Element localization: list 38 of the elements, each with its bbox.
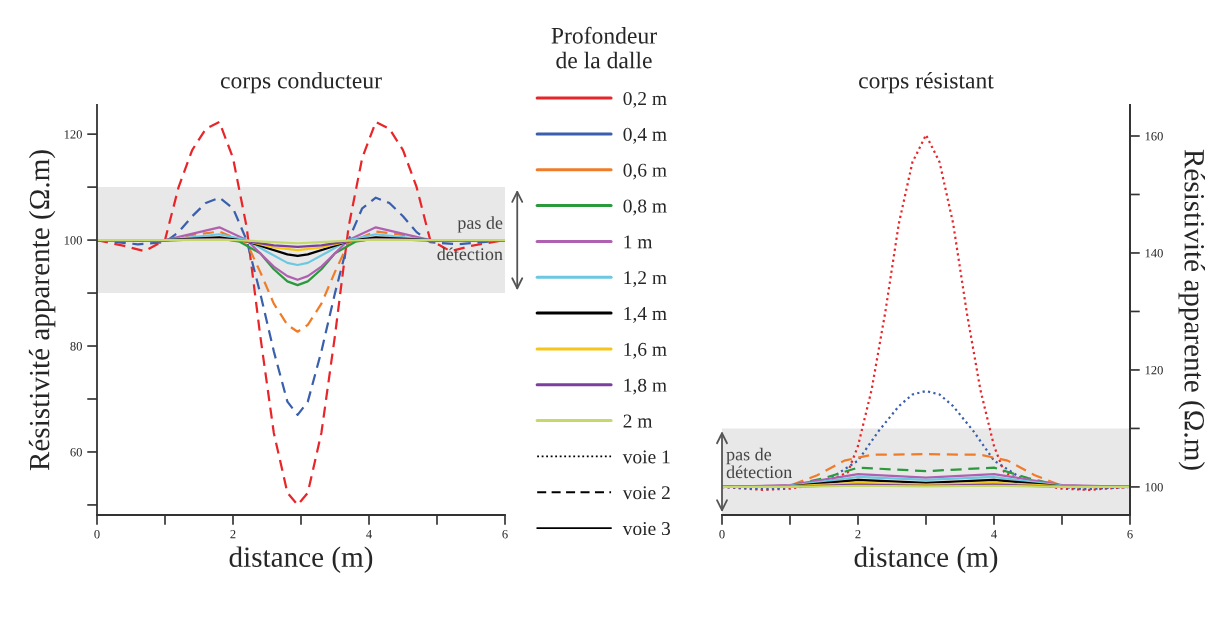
band-label: pas de détection [437,216,503,261]
x-tick-label: 4 [991,530,997,539]
x-tick-label: 2 [855,529,861,539]
x-tick-label: 6 [1127,529,1133,539]
legend-label: 1,6 m [624,342,667,359]
x-axis-title: distance (m) [229,546,373,573]
y-axis-title: Résistivité apparente (Ω.m) [28,150,56,471]
y-tick-label: 100 [64,236,82,245]
chart-title: corps conducteur [220,71,382,94]
y-tick-label: 60 [70,447,82,457]
chart-title: corps résistant [859,71,994,94]
legend-label: voie 2 [622,486,670,500]
x-tick-label: 0 [719,529,725,539]
legend-label: voie 1 [622,450,670,464]
legend-label: 1,2 m [624,271,667,288]
y-tick-label: 80 [70,342,82,351]
legend-label: 0,2 m [623,91,667,108]
y2-tick-label: 120 [1145,365,1163,375]
legend-label: 0,6 m [623,163,667,180]
legend-label: 1,4 m [624,307,667,323]
legend-label: 1,8 m [624,378,667,395]
y2-tick-label: 140 [1145,249,1163,258]
band-label: pas de détection [726,447,792,479]
legend-label: voie 3 [622,522,671,536]
y2-axis-title: Résistivité apparente (Ω.m) [1178,149,1205,470]
x-tick-label: 0 [94,529,100,539]
y2-tick-label: 160 [1145,132,1163,141]
x-axis-title: distance (m) [854,546,998,573]
legend-label: 0,4 m [623,127,667,144]
x-tick-label: 2 [230,529,236,539]
y2-tick-label: 100 [1145,482,1163,492]
legend-label: 1 m [624,235,653,249]
legend-label: 0,8 m [623,199,667,216]
legend-label: 2 m [623,414,653,428]
y-tick-label: 120 [64,130,82,139]
x-tick-label: 4 [366,530,372,539]
legend-title: Profondeur de la dalle [551,26,657,69]
x-tick-label: 6 [502,529,508,539]
